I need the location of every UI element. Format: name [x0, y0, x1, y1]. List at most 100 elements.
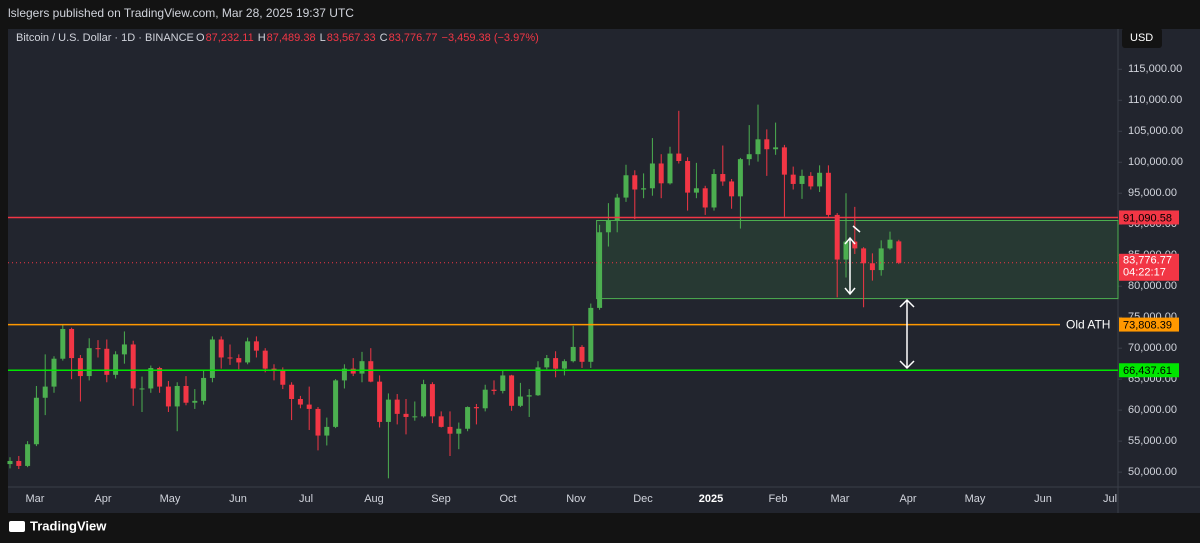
candle-body — [597, 232, 603, 308]
candle-body — [95, 348, 101, 350]
candle-body — [60, 328, 66, 359]
candle-body — [33, 397, 39, 445]
candle-body — [702, 188, 708, 208]
price-tag-label: 83,776.77 — [1123, 255, 1172, 267]
ohlc-key: C — [380, 32, 388, 44]
y-tick-label: 50,000.00 — [1128, 466, 1177, 478]
price-tag — [1119, 317, 1179, 332]
candle-body — [253, 341, 259, 351]
candle-body — [799, 175, 805, 184]
candle-body — [887, 239, 893, 249]
price-tag — [1119, 253, 1179, 281]
candle-body — [544, 358, 550, 368]
candle-body — [711, 174, 717, 208]
ohlc-legend: O 87,232.11 H 87,489.38 L 83,567.33 C 83,776.77… — [196, 32, 539, 44]
candle-body — [218, 339, 224, 358]
candle-body — [614, 197, 620, 221]
candle-body — [825, 172, 831, 215]
candles — [7, 104, 902, 479]
candle-body — [42, 386, 48, 398]
candle-body — [509, 375, 515, 406]
y-tick-label: 55,000.00 — [1128, 435, 1177, 447]
price-tag-label: 91,090.58 — [1123, 212, 1172, 224]
ohlc-key: H — [258, 32, 266, 44]
zone-box — [596, 220, 1119, 300]
price-tag — [1119, 210, 1179, 225]
zone — [596, 220, 1119, 300]
candle-body — [51, 358, 57, 387]
candle-body — [359, 361, 365, 374]
candle-body — [192, 400, 198, 403]
brand: TradingView — [30, 518, 107, 533]
logo — [9, 521, 25, 532]
candle-body — [755, 139, 761, 155]
publisher: lslegers published on TradingView.com, M… — [8, 6, 354, 20]
candle-body — [570, 346, 576, 362]
candle-body — [113, 354, 119, 375]
candle-body — [280, 369, 286, 385]
x-tick-label: Apr — [94, 493, 111, 505]
candle-body — [447, 426, 453, 434]
candle-body — [632, 175, 638, 190]
candle-body — [482, 389, 488, 409]
y-tick-label: 95,000.00 — [1128, 187, 1177, 199]
candle-body — [297, 398, 303, 405]
y-tick-label: 60,000.00 — [1128, 404, 1177, 416]
candle-body — [685, 161, 691, 193]
x-tick-label: Nov — [566, 493, 586, 505]
price-tag-label: 66,437.61 — [1123, 365, 1172, 377]
x-tick-label: Apr — [899, 493, 916, 505]
arrows — [844, 225, 915, 370]
x-tick-label: Mar — [26, 493, 45, 505]
candle-body — [394, 399, 400, 414]
x-tick-label: Oct — [499, 493, 516, 505]
candle-body — [421, 384, 427, 417]
change: −3,459.38 (−3.97%) — [442, 32, 539, 44]
candle-body — [438, 416, 444, 427]
candle-body — [315, 408, 321, 436]
candle-body — [227, 357, 233, 359]
candle-body — [834, 214, 840, 260]
candle-body — [605, 220, 611, 233]
candle-body — [271, 368, 277, 370]
candle-body — [641, 188, 647, 190]
candle-body — [500, 375, 506, 391]
arrow — [899, 298, 915, 370]
candle-body — [667, 153, 673, 184]
candle-body — [165, 386, 171, 407]
candle-body — [649, 163, 655, 189]
price-tag-label: 73,808.39 — [1123, 319, 1172, 331]
candle-body — [658, 163, 664, 184]
candle-body — [473, 407, 479, 409]
candle-body — [324, 426, 330, 436]
levels: Old ATH — [8, 216, 1118, 372]
currency-badge — [1122, 28, 1162, 48]
y-tick-label: 80,000.00 — [1128, 280, 1177, 292]
x-tick-label: Jul — [299, 493, 313, 505]
candle-body — [368, 361, 374, 382]
candle-body — [808, 175, 814, 187]
candle-body — [201, 377, 207, 401]
ohlc-key: O — [196, 32, 205, 44]
candle-body — [517, 396, 523, 406]
candle-body — [174, 385, 180, 407]
candle-body — [790, 174, 796, 184]
candle-body — [262, 350, 268, 369]
candle-body — [236, 358, 242, 363]
candle-body — [465, 407, 471, 429]
candle-body — [579, 346, 585, 362]
candle-body — [720, 174, 726, 182]
ohlc-value: 87,489.38 — [267, 32, 316, 44]
y-tick-label: 115,000.00 — [1128, 63, 1182, 75]
candle-body — [535, 367, 541, 396]
candle-body — [16, 460, 22, 466]
candle-body — [676, 153, 682, 162]
candle-body — [526, 395, 532, 397]
y-tick-label: 100,000.00 — [1128, 156, 1183, 168]
arrow — [844, 236, 856, 296]
candle-body — [553, 358, 559, 369]
candle-body — [764, 139, 770, 150]
arrow — [852, 225, 861, 233]
candle-body — [377, 381, 383, 422]
